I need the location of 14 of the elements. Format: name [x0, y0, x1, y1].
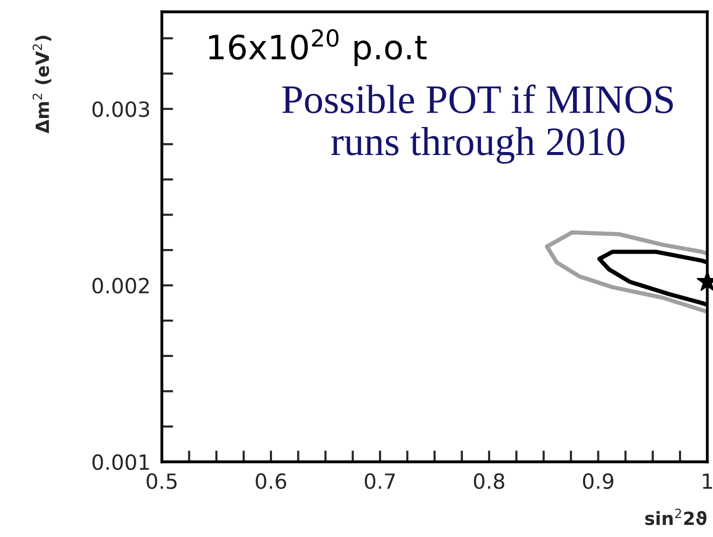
x-tick-label: 1: [702, 474, 712, 489]
x-axis-title: sin$^{2}$2ϑ: [645, 508, 706, 526]
y-tick-label: 0.003: [92, 101, 150, 118]
x-tick-label: 0.8: [474, 473, 504, 490]
y-axis-title: Δm$^{2}$ (eV$^{2}$): [32, 36, 52, 134]
x-tick-label: 0.9: [583, 473, 614, 490]
x-tick-label: 0.7: [364, 473, 395, 490]
annotation: 16x10$^{20}$ p.o.t: [209, 29, 427, 66]
annotation: Possible POT if MINOS runs through 2010: [282, 84, 673, 164]
line-series: [544, 230, 708, 314]
x-tick-label: 0.6: [256, 473, 286, 490]
y-tick-label: 0.001: [92, 454, 149, 470]
x-tick-label: 0.5: [146, 473, 177, 490]
y-tick-label: 0.002: [92, 278, 149, 294]
